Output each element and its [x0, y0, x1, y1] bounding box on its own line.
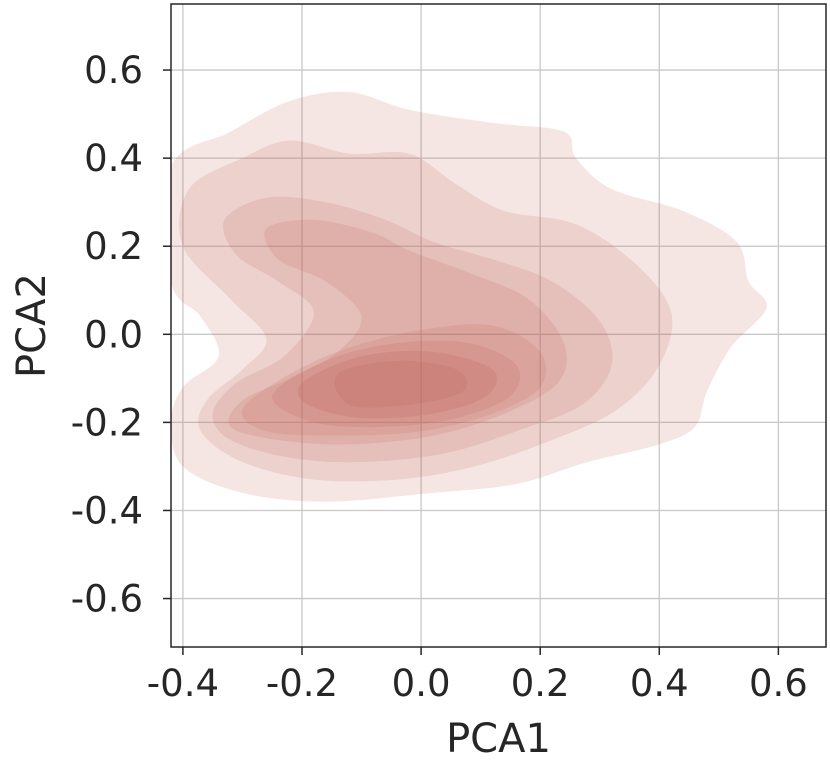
y-tick-label: -0.2	[71, 401, 143, 444]
y-tick-label: -0.6	[71, 578, 143, 621]
density-level-1	[171, 91, 767, 502]
density-level-4	[228, 219, 567, 445]
y-axis-label: PCA2	[9, 273, 55, 378]
x-tick-label: 0.0	[392, 662, 451, 705]
density-level-6	[272, 340, 521, 428]
x-axis-label: PCA1	[446, 716, 551, 762]
y-tick-label: 0.6	[84, 49, 143, 92]
x-tick-label: 0.2	[511, 662, 570, 705]
density-level-2	[179, 140, 673, 482]
x-tick-label: 0.6	[749, 662, 808, 705]
y-tick-label: 0.2	[84, 225, 143, 268]
x-tick-label: -0.2	[266, 662, 338, 705]
x-tick-label: 0.4	[630, 662, 689, 705]
y-tick-label: 0.0	[84, 313, 143, 356]
y-tick-label: 0.4	[84, 137, 143, 180]
ticks: -0.4 -0.2 0.0 0.2 0.4 0.6-0.6-0.4-0.20.00.20.…	[71, 49, 808, 705]
density-contours	[171, 91, 767, 502]
x-tick-label: -0.4	[147, 662, 219, 705]
density-level-7	[297, 350, 498, 419]
plot-frame	[170, 3, 827, 648]
density-level-3	[212, 196, 613, 463]
y-tick-label: -0.4	[71, 489, 143, 532]
density-level-8	[334, 360, 468, 408]
density-level-5	[241, 324, 547, 436]
grid	[171, 4, 826, 647]
